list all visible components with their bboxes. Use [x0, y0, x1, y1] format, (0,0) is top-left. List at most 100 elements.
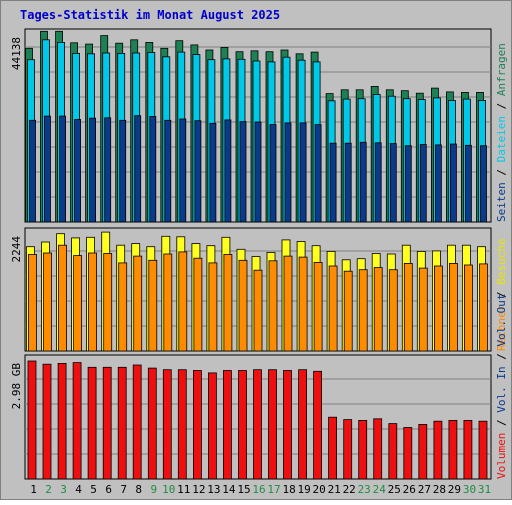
panel-volume: 2.98 GB: [10, 354, 492, 480]
x-tick-label: 11: [177, 483, 190, 496]
legend-separator: /: [495, 96, 508, 116]
bar-volumen: [207, 372, 217, 480]
bar-volumen: [478, 420, 488, 480]
legend-separator: /: [495, 285, 508, 305]
y-max-label: 2244: [10, 236, 23, 263]
x-tick-label: 25: [388, 483, 401, 496]
bar-seiten: [329, 142, 337, 223]
bar-volumen: [403, 427, 413, 480]
bar-rechner: [328, 265, 338, 352]
bar-seiten: [89, 117, 96, 223]
y-max-label: 44138: [10, 37, 23, 70]
bar-rechner: [403, 262, 413, 352]
bar-volumen: [358, 419, 368, 480]
bar-rechner: [178, 251, 188, 352]
x-tick-label: 2: [45, 483, 52, 496]
bar-rechner: [103, 253, 113, 352]
bar-rechner: [433, 265, 443, 352]
bar-seiten: [314, 124, 322, 223]
legend-group: Rechner / Besuche: [495, 238, 508, 351]
x-tick-label: 23: [358, 483, 371, 496]
bar-seiten: [254, 121, 262, 223]
bar-volumen: [117, 366, 127, 480]
x-axis-day-labels: 1 2 3 4 5 6 7 8 9 10 11 12 13 14 15 16 17 18 19 20 21 22 23 24 2…: [30, 483, 491, 496]
series-seiten: [29, 115, 487, 223]
y-max-label: 2.98 GB: [10, 363, 23, 410]
x-tick-label: 21: [328, 483, 341, 496]
bar-seiten: [419, 144, 427, 223]
bar-volumen: [268, 369, 277, 480]
bar-rechner: [283, 255, 293, 352]
chart-panels: 44138 2244 2.98 GB: [10, 28, 492, 480]
bar-rechner: [479, 263, 488, 352]
x-tick-label: 26: [403, 483, 416, 496]
bar-rechner: [313, 261, 323, 352]
bar-seiten: [44, 115, 51, 223]
bar-volumen: [448, 419, 458, 480]
bar-volumen: [177, 369, 187, 480]
bar-seiten: [434, 144, 442, 223]
x-tick-label: 19: [297, 483, 310, 496]
bar-seiten: [284, 122, 292, 223]
bar-seiten: [464, 144, 472, 223]
bar-volumen: [463, 419, 473, 480]
bar-rechner: [223, 254, 233, 352]
bar-rechner: [208, 262, 218, 352]
legend-group: Volumen / Vol. In / Vol. Out: [495, 294, 508, 479]
bar-rechner: [58, 244, 67, 352]
panel-requests: 44138: [10, 28, 492, 223]
bar-seiten: [29, 119, 36, 223]
bar-rechner: [253, 269, 263, 352]
x-tick-label: 14: [222, 483, 236, 496]
bar-seiten: [104, 117, 112, 223]
bar-volumen: [283, 370, 292, 480]
x-tick-label: 24: [373, 483, 387, 496]
bar-volumen: [27, 360, 37, 480]
series-rechner: [28, 244, 488, 352]
bar-rechner: [418, 267, 428, 352]
bar-seiten: [269, 124, 277, 223]
bar-volumen: [162, 369, 172, 480]
bar-volumen: [238, 370, 247, 480]
bar-rechner: [88, 252, 97, 352]
right-legend: Seiten / Dateien / Anfragen Rechner / Bes…: [495, 43, 508, 479]
x-tick-label: 9: [150, 483, 157, 496]
bar-rechner: [298, 256, 308, 352]
bar-rechner: [238, 259, 248, 352]
bar-rechner: [133, 255, 143, 352]
legend-item: Volumen: [495, 433, 508, 479]
legend-item: Vol. Out: [495, 294, 508, 347]
bar-volumen: [102, 366, 112, 480]
bar-volumen: [222, 370, 232, 480]
bar-volumen: [328, 416, 338, 480]
bar-rechner: [163, 253, 173, 352]
bar-volumen: [132, 364, 142, 480]
bar-rechner: [73, 255, 82, 352]
x-tick-label: 15: [237, 483, 250, 496]
bar-seiten: [480, 145, 487, 223]
x-tick-label: 16: [252, 483, 265, 496]
legend-item: Anfragen: [495, 43, 508, 96]
bar-volumen: [253, 369, 262, 480]
legend-item: Dateien: [495, 116, 508, 162]
chart-title: Tages-Statistik im Monat August 2025: [20, 8, 280, 22]
bar-seiten: [179, 118, 187, 223]
legend-item: Seiten: [495, 182, 508, 222]
bar-seiten: [164, 119, 172, 223]
bar-rechner: [388, 269, 398, 352]
legend-item: Rechner: [495, 304, 508, 351]
x-tick-label: 7: [120, 483, 127, 496]
bar-seiten: [374, 142, 382, 223]
bar-seiten: [239, 121, 247, 223]
bar-seiten: [344, 142, 352, 223]
bar-rechner: [268, 260, 278, 352]
bar-volumen: [72, 362, 82, 480]
bar-rechner: [28, 254, 37, 352]
bar-seiten: [209, 122, 217, 223]
x-tick-label: 28: [433, 483, 446, 496]
x-tick-label: 29: [448, 483, 461, 496]
bar-seiten: [134, 115, 142, 223]
legend-separator: /: [495, 162, 508, 182]
